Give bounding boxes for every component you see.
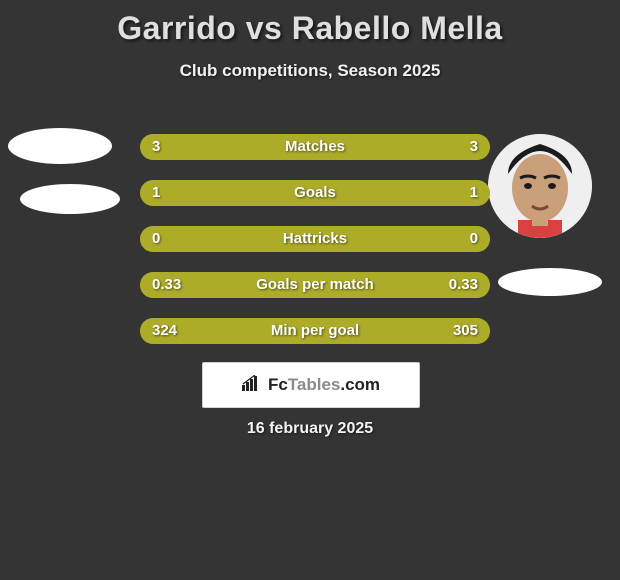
stat-row-hattricks: 0 Hattricks 0 bbox=[140, 226, 490, 252]
comparison-infographic: Garrido vs Rabello Mella Club competitio… bbox=[0, 10, 620, 580]
stat-row-goals: 1 Goals 1 bbox=[140, 180, 490, 206]
page-title: Garrido vs Rabello Mella bbox=[0, 10, 620, 47]
logo-bars-icon bbox=[242, 375, 262, 396]
stat-left-value: 3 bbox=[152, 134, 160, 160]
stat-left-value: 0.33 bbox=[152, 272, 181, 298]
stat-left-value: 1 bbox=[152, 180, 160, 206]
stat-right-value: 0 bbox=[470, 226, 478, 252]
stat-left-value: 324 bbox=[152, 318, 177, 344]
stat-right-value: 0.33 bbox=[449, 272, 478, 298]
stat-right-value: 1 bbox=[470, 180, 478, 206]
stat-row-matches: 3 Matches 3 bbox=[140, 134, 490, 160]
logo-rest: Tables bbox=[288, 375, 341, 394]
avatar-illustration bbox=[488, 134, 592, 238]
stat-track bbox=[140, 134, 490, 160]
stats-area: 3 Matches 3 1 Goals 1 0 Hattricks 0 0.33… bbox=[140, 134, 490, 364]
date-text: 16 february 2025 bbox=[0, 420, 620, 438]
right-avatar-placeholder bbox=[498, 268, 602, 296]
stat-row-gpm: 0.33 Goals per match 0.33 bbox=[140, 272, 490, 298]
stat-track bbox=[140, 226, 490, 252]
stat-right-value: 305 bbox=[453, 318, 478, 344]
stat-row-mpg: 324 Min per goal 305 bbox=[140, 318, 490, 344]
stat-track bbox=[140, 318, 490, 344]
left-avatar-placeholder-1 bbox=[8, 128, 112, 164]
right-player-avatar bbox=[488, 134, 592, 238]
left-avatar-placeholder-2 bbox=[20, 184, 120, 214]
stat-track bbox=[140, 272, 490, 298]
logo-suffix: .com bbox=[340, 375, 380, 394]
stat-right-value: 3 bbox=[470, 134, 478, 160]
page-subtitle: Club competitions, Season 2025 bbox=[0, 61, 620, 81]
fctables-logo[interactable]: FcTables.com bbox=[202, 362, 420, 408]
logo-brand: Fc bbox=[268, 375, 288, 394]
logo-text: FcTables.com bbox=[268, 375, 380, 395]
stat-left-value: 0 bbox=[152, 226, 160, 252]
stat-track bbox=[140, 180, 490, 206]
